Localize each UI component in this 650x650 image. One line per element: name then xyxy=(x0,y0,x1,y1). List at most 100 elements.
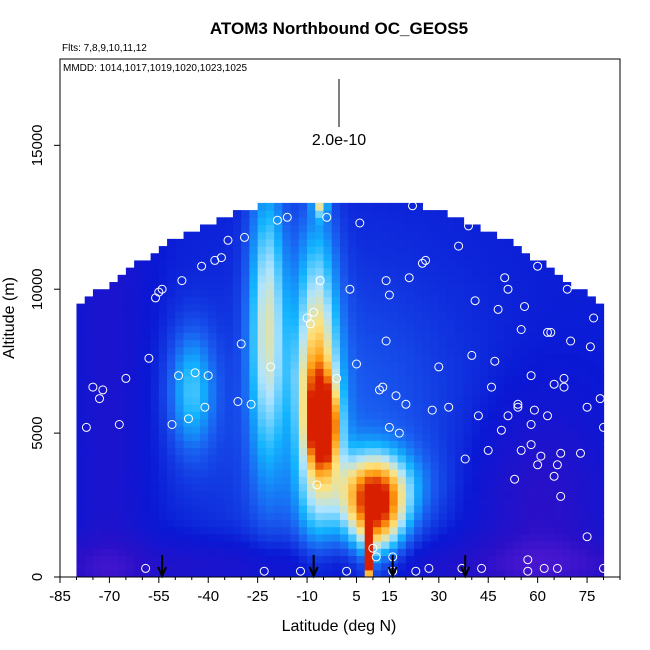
heatmap-cell xyxy=(175,490,185,499)
heatmap-cell xyxy=(364,382,374,391)
heatmap-cell xyxy=(414,389,423,398)
heatmap-cell xyxy=(241,274,251,283)
heatmap-cell xyxy=(397,526,407,535)
heatmap-cell xyxy=(274,274,283,283)
heatmap-cell xyxy=(521,318,531,326)
heatmap-cell xyxy=(521,447,531,456)
heatmap-cell xyxy=(356,325,366,333)
heatmap-cell xyxy=(315,210,325,218)
heatmap-cell xyxy=(471,368,481,377)
heatmap-cell xyxy=(471,238,481,247)
heatmap-cell xyxy=(76,389,86,398)
heatmap-cell xyxy=(241,505,251,513)
heatmap-cell xyxy=(430,332,440,341)
heatmap-cell xyxy=(356,339,366,348)
heatmap-cell xyxy=(496,361,506,369)
heatmap-cell xyxy=(109,533,119,542)
heatmap-cell xyxy=(216,282,226,290)
heatmap-cell xyxy=(389,541,399,549)
heatmap-cell xyxy=(512,469,522,477)
heatmap-cell xyxy=(537,440,547,449)
observation-marker xyxy=(539,563,549,573)
heatmap-cell xyxy=(241,461,251,470)
heatmap-cell xyxy=(257,382,267,391)
heatmap-cell xyxy=(463,505,473,513)
heatmap-cell xyxy=(257,325,267,333)
heatmap-cell xyxy=(315,454,325,463)
heatmap-cell xyxy=(430,469,440,477)
heatmap-cell xyxy=(512,289,522,298)
heatmap-cell xyxy=(496,440,506,449)
heatmap-cell xyxy=(200,562,209,571)
heatmap-cell xyxy=(76,526,86,535)
heatmap-cell xyxy=(364,325,374,333)
heatmap-cell xyxy=(257,375,267,384)
heatmap-cell xyxy=(496,505,506,513)
heatmap-cell xyxy=(414,433,423,441)
heatmap-cell xyxy=(323,231,333,240)
heatmap-cell xyxy=(504,339,514,348)
heatmap-cell xyxy=(356,246,366,254)
heatmap-cell xyxy=(167,562,176,571)
heatmap-cell xyxy=(348,404,358,413)
heatmap-cell xyxy=(134,267,143,276)
heatmap-cell xyxy=(364,318,374,326)
heatmap-cell xyxy=(356,231,366,240)
heatmap-cell xyxy=(290,339,300,348)
heatmap-cell xyxy=(504,375,514,384)
heatmap-cell xyxy=(496,260,506,269)
heatmap-cell xyxy=(422,397,432,405)
heatmap-cell xyxy=(101,569,111,577)
heatmap-cell xyxy=(488,404,498,413)
heatmap-cell xyxy=(364,461,374,470)
heatmap-cell xyxy=(134,361,143,369)
heatmap-cell xyxy=(389,519,399,528)
heatmap-cell xyxy=(545,469,555,477)
heatmap-cell xyxy=(216,476,226,485)
heatmap-cell xyxy=(265,425,275,434)
heatmap-cell xyxy=(562,469,572,477)
heatmap-cell xyxy=(323,202,333,211)
heatmap-cell xyxy=(216,548,226,557)
heatmap-cell xyxy=(315,382,325,391)
heatmap-cell xyxy=(521,346,531,355)
heatmap-cell xyxy=(471,526,481,535)
heatmap-cell xyxy=(529,476,539,485)
heatmap-cell xyxy=(422,541,432,549)
heatmap-cell xyxy=(463,332,473,341)
heatmap-cell xyxy=(167,476,176,485)
heatmap-cell xyxy=(471,562,481,571)
heatmap-cell xyxy=(315,490,325,499)
heatmap-cell xyxy=(422,433,432,441)
heatmap-cell xyxy=(578,411,588,420)
heatmap-cell xyxy=(109,440,119,449)
heatmap-cell xyxy=(257,310,267,319)
heatmap-cell xyxy=(101,555,111,564)
heatmap-cell xyxy=(150,382,160,391)
heatmap-cell xyxy=(570,526,580,535)
heatmap-cell xyxy=(340,325,349,333)
heatmap-cell xyxy=(348,548,358,557)
heatmap-cell xyxy=(570,555,580,564)
heatmap-cell xyxy=(545,382,555,391)
heatmap-cell xyxy=(545,389,555,398)
flight-arrow-head xyxy=(157,566,168,579)
heatmap-cell xyxy=(167,289,176,298)
heatmap-cell xyxy=(200,519,209,528)
heatmap-cell xyxy=(183,318,193,326)
heatmap-cell xyxy=(216,541,226,549)
heatmap-cell xyxy=(134,541,143,549)
heatmap-cell xyxy=(389,483,399,492)
heatmap-cell xyxy=(405,325,415,333)
heatmap-cell xyxy=(430,483,440,492)
heatmap-cell xyxy=(249,231,259,240)
heatmap-cell xyxy=(496,375,506,384)
heatmap-cell xyxy=(488,368,498,377)
heatmap-cell xyxy=(298,202,308,211)
heatmap-cell xyxy=(224,476,234,485)
heatmap-cell xyxy=(84,318,94,326)
heatmap-cell xyxy=(389,562,399,571)
heatmap-cell xyxy=(414,353,423,362)
heatmap-cell xyxy=(570,569,580,577)
heatmap-cell xyxy=(315,526,325,535)
